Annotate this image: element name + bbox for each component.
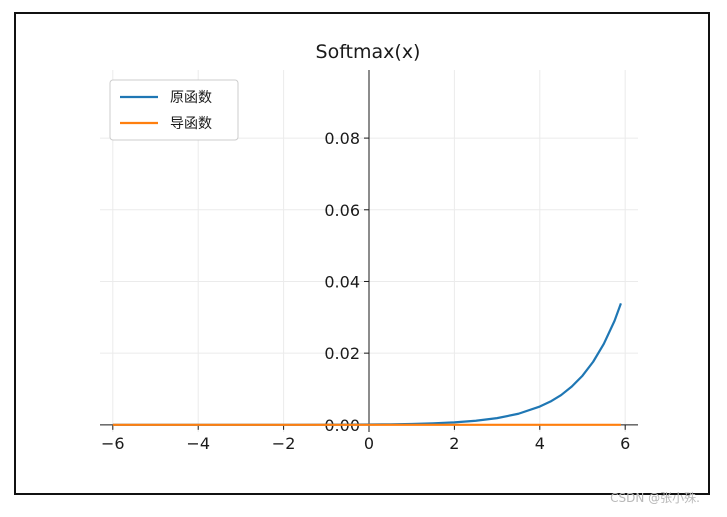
- series-line-1: [112, 302, 622, 426]
- x-tick-label: 2: [449, 434, 459, 453]
- x-tick-label: −2: [272, 434, 296, 453]
- legend-box: [109, 79, 239, 141]
- watermark-text: CSDN @张小殊.: [610, 490, 700, 505]
- x-tick-label: 0: [364, 434, 374, 453]
- legend-label: 原函数: [170, 90, 212, 106]
- legend-label: 导函数: [170, 116, 212, 132]
- x-tick-label: 6: [620, 434, 630, 453]
- x-tick-label: 4: [535, 434, 545, 453]
- y-tick-label: 0.08: [324, 129, 360, 148]
- x-tick-label: −6: [101, 434, 125, 453]
- series-layer: [112, 302, 622, 426]
- y-tick-label: 0.04: [324, 272, 360, 291]
- y-tick-label: 0.02: [324, 344, 360, 363]
- chart-title: Softmax(x): [316, 41, 421, 63]
- x-tick-label: −4: [186, 434, 210, 453]
- y-tick-label: 0.06: [324, 201, 360, 220]
